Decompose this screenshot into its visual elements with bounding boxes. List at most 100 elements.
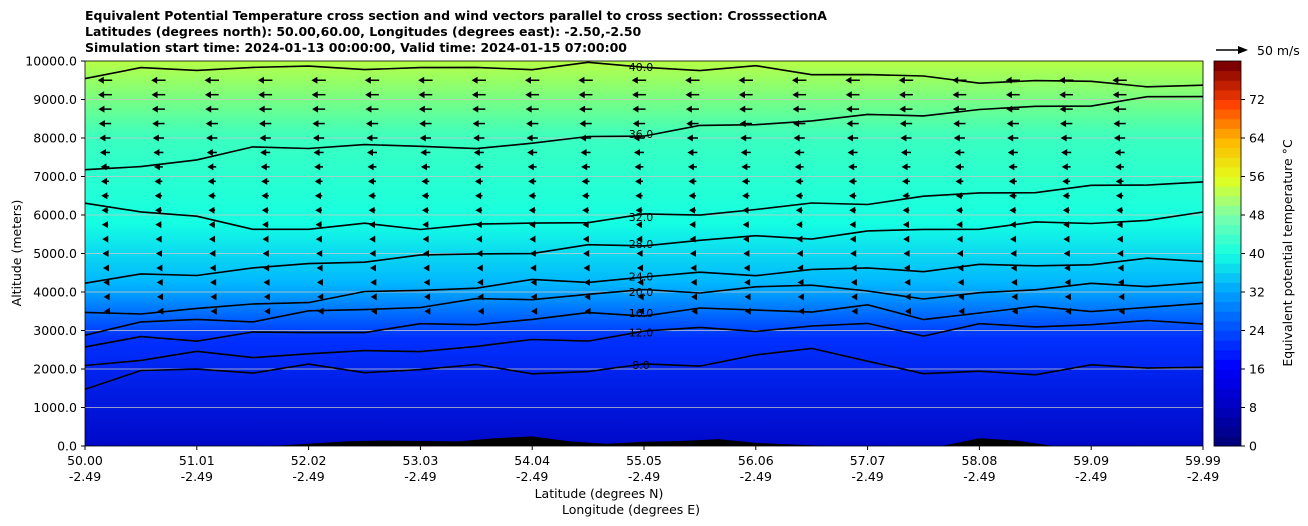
colorbar-band bbox=[1214, 176, 1241, 187]
wind-arrow-head bbox=[477, 278, 484, 286]
colorbar-tick-label: 16 bbox=[1249, 362, 1265, 377]
colorbar-band bbox=[1214, 282, 1241, 293]
wind-arrow-head bbox=[528, 192, 535, 200]
wind-arrow-head bbox=[632, 120, 639, 128]
wind-arrow-head bbox=[795, 177, 802, 185]
wind-arrow-head bbox=[316, 278, 323, 286]
wind-arrow-head bbox=[311, 76, 318, 84]
wind-arrow-head bbox=[315, 221, 322, 229]
wind-arrow-head bbox=[258, 91, 265, 99]
wind-arrow-head bbox=[848, 192, 855, 200]
wind-arrow-head bbox=[418, 76, 425, 84]
wind-arrow-head bbox=[101, 221, 108, 229]
contour-line-8 bbox=[85, 347, 1203, 391]
wind-arrow-head bbox=[1007, 134, 1014, 142]
colorbar-band bbox=[1214, 330, 1241, 341]
wind-arrow-head bbox=[846, 120, 853, 128]
contour-label-32: 32.0 bbox=[629, 211, 654, 224]
colorbar-band bbox=[1214, 340, 1241, 351]
contour-label-8: 8.0 bbox=[632, 359, 650, 372]
wind-arrow-head bbox=[531, 307, 538, 315]
wind-arrow-head bbox=[796, 250, 803, 257]
wind-arrow-head bbox=[316, 264, 323, 272]
wind-arrow-head bbox=[637, 278, 644, 286]
wind-arrow-head bbox=[902, 206, 909, 214]
wind-arrow-head bbox=[421, 177, 428, 185]
contour-line-32 bbox=[85, 181, 1203, 231]
wind-arrow-head bbox=[264, 307, 271, 315]
wind-arrow-head bbox=[259, 134, 266, 142]
wind-arrow-head bbox=[205, 120, 212, 128]
x-tick-label-lat: 58.08 bbox=[962, 453, 998, 468]
wind-arrow-head bbox=[367, 148, 374, 156]
wind-arrow-head bbox=[845, 91, 852, 99]
wind-arrow-head bbox=[313, 134, 320, 142]
wind-arrow-head bbox=[797, 293, 804, 301]
chart-title-line-3: Simulation start time: 2024-01-13 00:00:… bbox=[85, 40, 627, 55]
wind-arrow-head bbox=[472, 120, 479, 128]
wind-arrow-head bbox=[685, 105, 692, 113]
wind-arrow-head bbox=[582, 206, 589, 214]
x-tick-label-lon: -2.49 bbox=[851, 469, 883, 484]
chart-title-line-1: Equivalent Potential Temperature cross s… bbox=[85, 8, 827, 23]
wind-arrow-head bbox=[155, 221, 162, 229]
x-tick-label-lat: 59.09 bbox=[1073, 453, 1109, 468]
x-tick-label-lat: 55.05 bbox=[626, 453, 662, 468]
colorbar-tick-label: 48 bbox=[1249, 208, 1265, 223]
colorbar-band bbox=[1214, 147, 1241, 158]
x-tick-label-lon: -2.49 bbox=[1187, 469, 1219, 484]
wind-arrow-head bbox=[795, 192, 802, 200]
wind-arrow-head bbox=[207, 177, 214, 185]
wind-arrow-head bbox=[101, 206, 108, 214]
wind-arrow-head bbox=[526, 134, 533, 142]
wind-arrow-head bbox=[530, 264, 537, 272]
wind-arrow-head bbox=[209, 235, 216, 243]
colorbar-band bbox=[1214, 80, 1241, 91]
wind-arrow-head bbox=[205, 105, 212, 113]
wind-arrow-head bbox=[525, 105, 532, 113]
colorbar-tick-label: 24 bbox=[1249, 323, 1265, 338]
wind-arrow-head bbox=[315, 235, 322, 243]
colorbar-band bbox=[1214, 436, 1241, 447]
wind-arrow-head bbox=[1117, 278, 1124, 286]
wind-arrow-head bbox=[424, 307, 431, 315]
wind-arrow-head bbox=[370, 278, 377, 286]
colorbar-band bbox=[1214, 205, 1241, 216]
colorbar-band bbox=[1214, 263, 1241, 274]
wind-arrow-head bbox=[687, 148, 694, 156]
colorbar-band bbox=[1214, 195, 1241, 206]
x-tick-label-lon: -2.49 bbox=[628, 469, 660, 484]
wind-arrow-head bbox=[263, 278, 270, 286]
contour-label-40: 40.0 bbox=[629, 61, 654, 74]
wind-arrow-head bbox=[581, 192, 588, 200]
wind-arrow-head bbox=[741, 163, 748, 171]
colorbar-tick-label: 8 bbox=[1249, 400, 1257, 415]
wind-arrow-head bbox=[579, 105, 586, 113]
colorbar-band bbox=[1214, 253, 1241, 264]
theta-e-contours bbox=[85, 61, 1203, 391]
wind-arrow-head bbox=[581, 163, 588, 171]
wind-arrow-head bbox=[419, 120, 426, 128]
wind-arrow-head bbox=[151, 105, 158, 113]
wind-arrow-head bbox=[634, 163, 641, 171]
wind-arrow-head bbox=[635, 177, 642, 185]
wind-arrow-head bbox=[424, 293, 431, 301]
wind-arrow-head bbox=[685, 91, 692, 99]
contour-label-36: 36.0 bbox=[629, 128, 654, 141]
colorbar-tick-label: 0 bbox=[1249, 439, 1257, 454]
quiver-key: 50 m/s bbox=[1216, 43, 1300, 58]
wind-arrow-head bbox=[472, 105, 479, 113]
wind-arrow-head bbox=[316, 250, 323, 257]
wind-arrow-head bbox=[210, 293, 217, 301]
y-tick-label: 8000.0 bbox=[33, 131, 77, 146]
wind-arrow-head bbox=[1061, 163, 1068, 171]
wind-arrow-head bbox=[583, 264, 590, 272]
y-tick-label: 5000.0 bbox=[33, 246, 77, 261]
wind-arrow-head bbox=[849, 221, 856, 229]
wind-arrow-head bbox=[526, 120, 533, 128]
y-tick-label: 9000.0 bbox=[33, 92, 77, 107]
wind-arrow-head bbox=[792, 105, 799, 113]
wind-arrow-head bbox=[312, 105, 319, 113]
colorbar-band bbox=[1214, 397, 1241, 408]
